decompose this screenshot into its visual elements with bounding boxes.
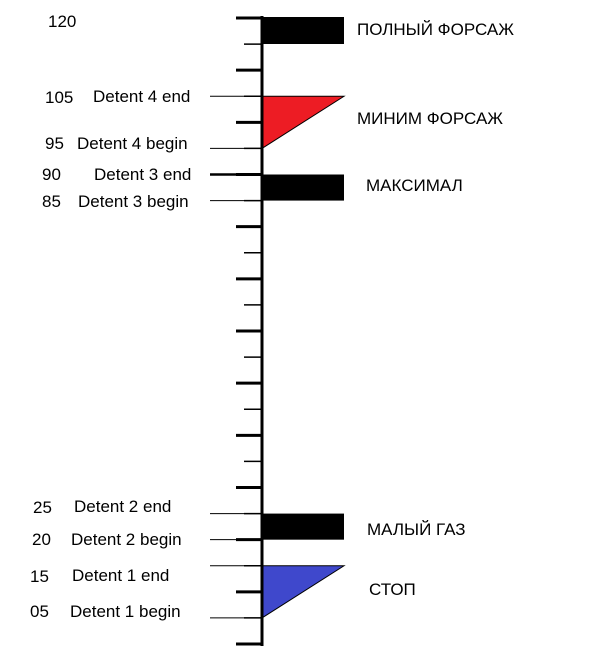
scale-ticks [236, 16, 262, 646]
detent-2-end-label: Detent 2 end [74, 497, 172, 516]
maximal-block [262, 174, 344, 201]
detent-lines [210, 95, 262, 619]
detent-4-end-label: Detent 4 end [93, 87, 191, 106]
zone-label-stop: СТОП [369, 580, 416, 599]
zone-label-idle: МАЛЫЙ ГАЗ [367, 520, 466, 539]
zone-label-full-afterburner: ПОЛНЫЙ ФОРСАЖ [357, 20, 514, 39]
min-afterburner-triangle [261, 95, 346, 150]
stop-triangle [261, 565, 346, 619]
zone-label-maximal: МАКСИМАЛ [366, 176, 463, 195]
detent-1-begin-value: 05 [30, 602, 49, 621]
detent-3-end-value: 90 [42, 165, 61, 184]
detent-2-begin-value: 20 [32, 530, 51, 549]
detent-1-end-label: Detent 1 end [72, 566, 170, 585]
detent-4-begin-value: 95 [45, 134, 64, 153]
detent-4-end-value: 105 [45, 88, 74, 107]
detent-3-begin-value: 85 [42, 192, 61, 211]
scale-top-value: 120 [48, 12, 77, 31]
detent-4-begin-label: Detent 4 begin [77, 134, 188, 153]
detent-1-end-value: 15 [30, 567, 49, 586]
detent-1-begin-label: Detent 1 begin [70, 602, 181, 621]
detent-2-begin-label: Detent 2 begin [71, 530, 182, 549]
full-afterburner-block [262, 17, 344, 44]
zone-markers [261, 17, 346, 619]
zone-label-min-afterburner: МИНИМ ФОРСАЖ [357, 109, 503, 128]
idle-block [262, 513, 344, 540]
detent-3-begin-label: Detent 3 begin [78, 192, 189, 211]
detent-3-end-label: Detent 3 end [94, 165, 192, 184]
detent-2-end-value: 25 [33, 498, 52, 517]
